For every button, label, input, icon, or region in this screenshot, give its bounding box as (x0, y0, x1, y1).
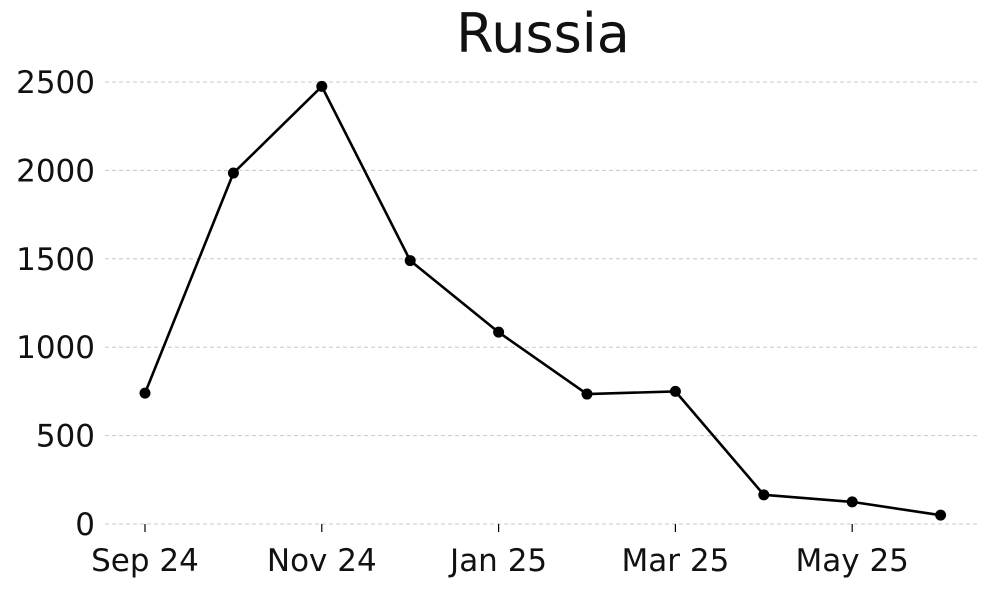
x-axis-ticks: Sep 24 Nov 24 Jan 25 Mar 25 May 25 (91, 524, 909, 579)
y-tick-label-500: 500 (36, 419, 95, 455)
y-tick-label-1000: 1000 (16, 330, 95, 366)
data-point-2024-09 (139, 387, 151, 399)
data-point-2025-02 (581, 388, 593, 400)
y-tick-label-2500: 2500 (16, 65, 95, 101)
x-tick-label-2024-11: Nov 24 (267, 543, 377, 579)
grid-lines (105, 81, 980, 525)
data-point-2025-01 (493, 326, 505, 338)
data-point-2024-12 (404, 255, 416, 267)
data-point-2024-10 (227, 167, 239, 179)
x-tick-label-2025-05: May 25 (796, 543, 909, 579)
x-tick-label-2024-09: Sep 24 (91, 543, 199, 579)
y-tick-label-2000: 2000 (16, 153, 95, 189)
y-axis-ticks: 0 500 1000 1500 2000 2500 (16, 65, 95, 543)
y-tick-label-0: 0 (75, 507, 95, 543)
chart-title: Russia (456, 2, 630, 65)
series-group (139, 80, 947, 521)
data-point-2024-11 (316, 80, 328, 92)
y-tick-label-1500: 1500 (16, 242, 95, 278)
data-point-2025-04 (758, 489, 770, 501)
series-line-0 (143, 85, 941, 517)
data-point-2025-06 (935, 509, 947, 521)
x-tick-label-2025-03: Mar 25 (622, 543, 730, 579)
x-tick-label-2025-01: Jan 25 (448, 543, 547, 579)
data-point-2025-03 (669, 385, 681, 397)
data-point-2025-05 (846, 496, 858, 508)
